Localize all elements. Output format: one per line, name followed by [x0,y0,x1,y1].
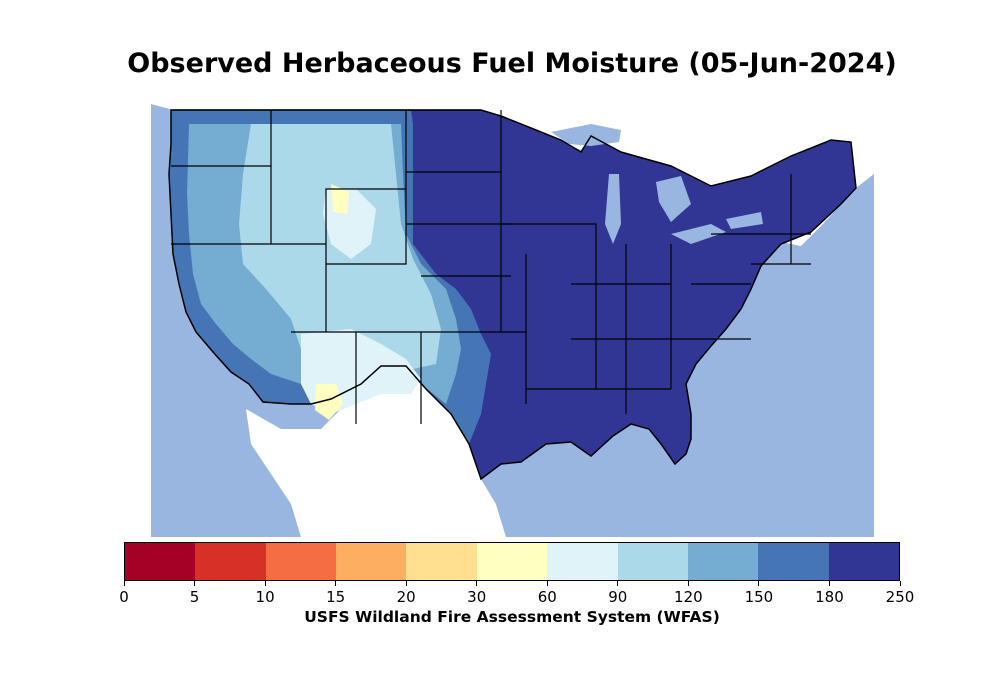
lake-ontario [726,212,763,229]
colorbar-segment [265,543,337,580]
colorbar-tick-label: 0 [119,588,129,606]
colorbar-segment [125,543,196,580]
colorbar-tick-mark [546,581,548,586]
wy-dry-spot [331,184,349,214]
colorbar-tick-label: 10 [255,588,275,606]
colorbar-tick-mark [405,581,407,586]
colorbar-tick-label: 20 [396,588,416,606]
lake-michigan [605,174,621,244]
chart-title: Observed Herbaceous Fuel Moisture (05-Ju… [127,48,897,79]
colorbar-tick-mark [123,581,125,586]
colorbar-tick-label: 90 [608,588,628,606]
colorbar-tick-label: 180 [815,588,844,606]
az-dry-spot [315,384,343,420]
colorbar-tick-mark [758,581,760,586]
colorbar-label: USFS Wildland Fire Assessment System (WF… [304,608,720,626]
colorbar-tick-mark [476,581,478,586]
colorbar-tick-mark [828,581,830,586]
colorbar-tick-label: 30 [467,588,487,606]
colorbar-segment [758,543,829,580]
mexico-land [246,369,506,537]
colorbar-segment [476,543,548,580]
colorbar-tick-label: 5 [189,588,200,606]
colorbar-tick-label: 250 [885,588,915,606]
colorbar-tick-mark [687,581,689,586]
colorbar-tick-label: 150 [744,588,774,606]
colorbar-tick-mark [335,581,337,586]
colorbar-segment [828,543,899,580]
colorbar-segment [687,543,759,580]
colorbar-tick-mark [264,581,266,586]
colorbar-segment [336,543,407,580]
conus-fuel-moisture-map [151,84,874,537]
state-borders [171,109,811,424]
colorbar-tick-mark [194,581,196,586]
colorbar-tick-mark [617,581,619,586]
us-coastline [168,109,857,481]
lake-superior [551,124,621,146]
colorbar-segment [195,543,266,580]
colorbar-segment [547,543,618,580]
colorbar-tick-mark [899,581,901,586]
lake-erie [671,224,726,244]
colorbar-tick-label: 120 [674,588,703,606]
colorbar-ticks: 0 5 10 15 20 30 60 90 120 150 180 250 [119,581,914,611]
colorbar [124,542,900,581]
colorbar-segment [406,543,477,580]
map-panel [151,84,874,537]
colorbar-segment [617,543,688,580]
colorbar-tick-label: 60 [537,588,557,606]
colorbar-tick-label: 15 [326,588,346,606]
lake-huron [656,176,691,222]
